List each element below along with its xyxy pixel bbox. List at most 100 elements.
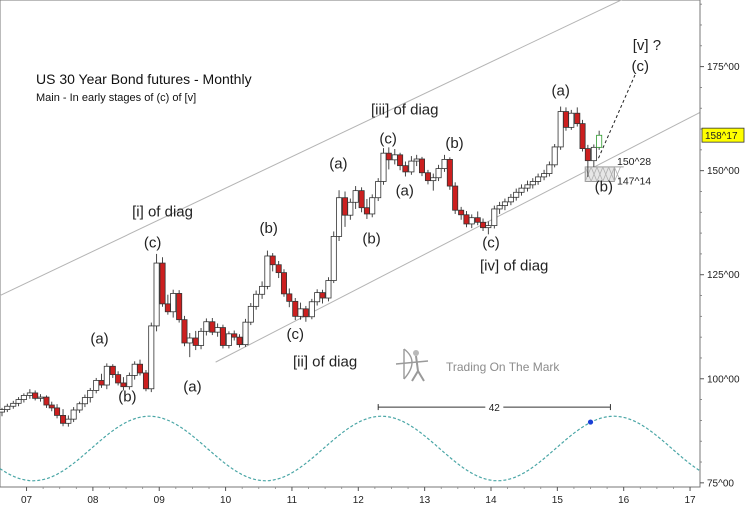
x-tick-label: 08 bbox=[87, 495, 99, 506]
candle-body bbox=[480, 221, 487, 229]
candle bbox=[347, 198, 354, 220]
candle-body bbox=[48, 404, 55, 409]
candle bbox=[247, 303, 254, 326]
candle-body bbox=[468, 217, 475, 225]
last-price-box bbox=[701, 127, 745, 143]
axes bbox=[0, 0, 701, 488]
candle bbox=[225, 331, 232, 349]
candle bbox=[402, 161, 409, 177]
support-zone: 150^28 147^14 bbox=[584, 156, 651, 187]
candle-body bbox=[441, 159, 448, 169]
x-tick-label: 13 bbox=[419, 495, 431, 506]
candle-body bbox=[314, 292, 321, 303]
candle-body bbox=[501, 201, 508, 207]
candle-body bbox=[280, 272, 287, 295]
candle-body bbox=[10, 402, 17, 407]
candle-body bbox=[131, 363, 138, 376]
candle-body bbox=[76, 403, 83, 411]
cycle-marker bbox=[587, 419, 594, 425]
candle bbox=[458, 206, 465, 220]
candle-body bbox=[446, 159, 453, 187]
wave-labels: [i] of diag (c) (a) (b) (a) (b) (c) [ii] of dia… bbox=[90, 37, 661, 406]
cycle-period-label: 42 bbox=[489, 403, 501, 414]
candle-body bbox=[347, 201, 354, 216]
wave-label: (a) bbox=[183, 378, 201, 395]
candle bbox=[480, 218, 487, 232]
candle bbox=[236, 334, 243, 348]
candle bbox=[596, 130, 603, 150]
candle bbox=[269, 253, 276, 272]
candle bbox=[126, 372, 133, 390]
candle bbox=[446, 157, 453, 190]
candle-body bbox=[424, 172, 431, 182]
candle-body bbox=[491, 208, 498, 227]
candle-body bbox=[264, 255, 271, 287]
wave-label: [ii] of diag bbox=[293, 353, 357, 370]
candle-body bbox=[535, 176, 542, 182]
candle bbox=[496, 201, 503, 214]
wave-label: (c) bbox=[632, 58, 650, 75]
candle bbox=[87, 387, 94, 403]
candle bbox=[159, 257, 166, 307]
candle bbox=[513, 188, 520, 201]
support-hatch bbox=[614, 166, 621, 182]
candle-body bbox=[32, 392, 39, 399]
cycle-wave: 42 bbox=[0, 401, 700, 482]
candle bbox=[369, 194, 376, 218]
candle-body bbox=[219, 327, 226, 346]
candle bbox=[186, 332, 193, 358]
candle bbox=[275, 260, 282, 279]
channel-line bbox=[0, 0, 623, 296]
candle-body bbox=[109, 365, 116, 376]
wave-label: (b) bbox=[595, 178, 613, 195]
candle-body bbox=[37, 396, 44, 399]
candle bbox=[584, 144, 591, 177]
candle bbox=[198, 327, 205, 350]
chart-title: US 30 Year Bond futures - Monthly bbox=[36, 71, 252, 87]
candle-body bbox=[15, 399, 22, 404]
wave-label: (a) bbox=[551, 83, 569, 100]
wave-label: (a) bbox=[396, 183, 414, 200]
candle bbox=[259, 281, 266, 299]
candle bbox=[32, 390, 39, 401]
candle-body bbox=[164, 303, 171, 313]
candle-body bbox=[81, 397, 88, 405]
candle bbox=[15, 397, 22, 407]
candle-body bbox=[568, 112, 575, 128]
candle-body bbox=[225, 333, 232, 346]
candle-body bbox=[297, 308, 304, 317]
wave-label: (b) bbox=[260, 220, 278, 237]
candle-body bbox=[159, 262, 166, 305]
candle-body bbox=[236, 336, 243, 346]
wave-label: (c) bbox=[144, 235, 162, 252]
wave-label: (a) bbox=[90, 330, 108, 347]
x-tick-label: 17 bbox=[684, 495, 696, 506]
x-tick-label: 07 bbox=[21, 495, 33, 506]
candle bbox=[435, 164, 442, 182]
candle-body bbox=[408, 160, 415, 173]
candle-body bbox=[319, 292, 326, 299]
candle-body bbox=[136, 363, 143, 374]
watermark: Trading On The Mark bbox=[395, 348, 560, 382]
candle-body bbox=[148, 325, 155, 390]
candle-body bbox=[579, 123, 586, 149]
candle bbox=[170, 289, 177, 318]
candle-body bbox=[153, 262, 160, 327]
candle bbox=[491, 205, 498, 229]
support-hatch bbox=[590, 166, 598, 182]
candle bbox=[375, 178, 382, 202]
candle-body bbox=[574, 112, 581, 125]
candle-body bbox=[518, 187, 525, 193]
wave-label: [iv] of diag bbox=[480, 258, 548, 275]
candle bbox=[0, 407, 5, 417]
candle-body bbox=[0, 409, 5, 413]
candle bbox=[4, 403, 11, 413]
wave-label: (a) bbox=[329, 156, 347, 173]
wave-label: (b) bbox=[118, 389, 136, 406]
candle bbox=[579, 119, 586, 152]
candle bbox=[568, 109, 575, 130]
candle bbox=[352, 186, 359, 209]
candle bbox=[176, 290, 183, 323]
candle bbox=[408, 156, 415, 175]
